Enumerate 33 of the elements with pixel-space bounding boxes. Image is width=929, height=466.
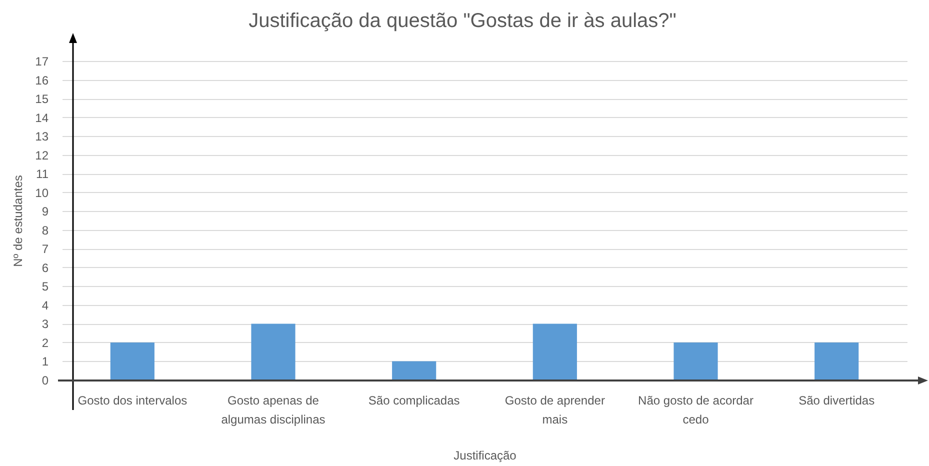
y-tick-label: 6 [42, 260, 49, 275]
y-tick-label: 0 [42, 374, 49, 388]
y-tick-label: 11 [36, 167, 49, 182]
y-tick-label: 13 [35, 130, 49, 144]
bar [532, 324, 577, 380]
y-tick-label: 1 [42, 354, 49, 369]
bar [814, 342, 859, 380]
y-tick-label: 12 [35, 148, 49, 162]
y-tick-label: 2 [42, 336, 49, 350]
x-tick-label: Gosto apenas de algumas disciplinas [221, 394, 326, 426]
chart-title: Justificação da questão "Gostas de ir às aulas?" [248, 10, 676, 32]
x-tick-label: São divertidas [798, 394, 875, 408]
bar [674, 342, 718, 380]
y-tick-label: 17 [35, 54, 49, 68]
y-tick-label: 9 [42, 204, 49, 219]
y-tick-label: 4 [42, 298, 49, 312]
y-tick-label: 14 [35, 110, 49, 125]
y-tick-label: 7 [42, 242, 49, 256]
bar [392, 361, 436, 380]
x-tick-label: Gosto de aprender mais [504, 394, 605, 426]
bar [110, 342, 154, 380]
y-tick-label: 8 [42, 223, 49, 238]
bar [251, 324, 296, 380]
y-tick-label: 16 [35, 73, 49, 88]
y-axis-title: Nº de estudantes [11, 175, 26, 267]
y-tick-label: 10 [35, 186, 49, 200]
x-axis-title: Justificação [454, 448, 517, 462]
x-tick-label: Gosto dos intervalos [78, 394, 188, 408]
y-tick-label: 3 [42, 317, 49, 332]
x-tick-label: São complicadas [368, 394, 460, 408]
y-tick-label: 15 [35, 92, 49, 106]
x-tick-label: Não gosto de acordar cedo [638, 394, 754, 426]
y-tick-label: 5 [42, 280, 49, 294]
